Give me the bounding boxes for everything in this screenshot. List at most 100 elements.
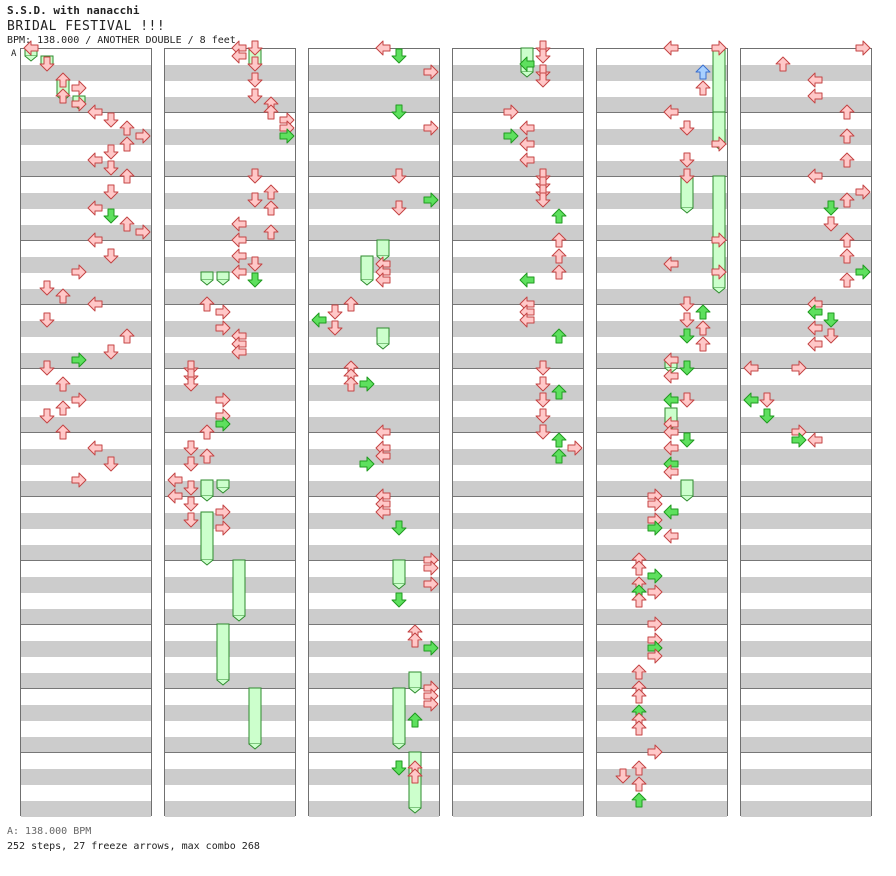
beat-stripe [21, 737, 151, 753]
bpm-marker: A [11, 49, 17, 59]
bpm-legend: A: 138.000 BPM [7, 826, 92, 837]
beat-stripe [309, 673, 439, 689]
beat-stripe [21, 129, 151, 145]
measure-line [21, 432, 151, 433]
beat-stripe [597, 801, 727, 817]
measure-line [165, 688, 295, 689]
beat-stripe [741, 513, 871, 529]
beat-stripe [309, 65, 439, 81]
beat-stripe [309, 257, 439, 273]
beat-stripe [309, 545, 439, 561]
beat-stripe [21, 65, 151, 81]
measure-line [453, 496, 583, 497]
beat-stripe [741, 609, 871, 625]
beat-stripe [453, 161, 583, 177]
measure-line [453, 304, 583, 305]
measure-line [309, 368, 439, 369]
beat-stripe [309, 417, 439, 433]
beat-stripe [597, 257, 727, 273]
beat-stripe [453, 801, 583, 817]
beat-stripe [453, 705, 583, 721]
beat-stripe [21, 193, 151, 209]
beat-stripe [741, 193, 871, 209]
beat-stripe [741, 449, 871, 465]
beat-stripe [741, 705, 871, 721]
beat-stripe [21, 449, 151, 465]
beat-stripe [165, 161, 295, 177]
beat-stripe [165, 417, 295, 433]
measure-line [597, 240, 727, 241]
beat-stripe [741, 769, 871, 785]
beat-stripe [309, 449, 439, 465]
measure-line [597, 496, 727, 497]
beat-stripe [741, 481, 871, 497]
measure-line [597, 560, 727, 561]
beat-stripe [597, 513, 727, 529]
measure-line [21, 368, 151, 369]
measure-line [597, 304, 727, 305]
measure-line [741, 240, 871, 241]
measure-line [165, 240, 295, 241]
beat-stripe [309, 353, 439, 369]
beat-stripe [165, 65, 295, 81]
beat-stripe [741, 417, 871, 433]
measure-line [597, 624, 727, 625]
measure-line [21, 304, 151, 305]
measure-line [309, 304, 439, 305]
beat-stripe [597, 65, 727, 81]
beat-stripe [165, 609, 295, 625]
beat-stripe [309, 641, 439, 657]
measure-line [309, 752, 439, 753]
measure-line [165, 624, 295, 625]
beat-stripe [453, 577, 583, 593]
beat-stripe [21, 673, 151, 689]
measure-line [597, 752, 727, 753]
measure-line [597, 112, 727, 113]
measure-line [453, 688, 583, 689]
beat-stripe [597, 673, 727, 689]
beat-stripe [165, 545, 295, 561]
beat-stripe [597, 545, 727, 561]
measure-line [597, 432, 727, 433]
beat-stripe [597, 289, 727, 305]
beat-stripe [165, 769, 295, 785]
measure-line [741, 304, 871, 305]
beat-stripe [21, 609, 151, 625]
beat-stripe [309, 705, 439, 721]
measure-line [309, 560, 439, 561]
beat-stripe [453, 257, 583, 273]
beat-stripe [309, 769, 439, 785]
beat-stripe [165, 449, 295, 465]
beat-stripe [453, 353, 583, 369]
beat-stripe [453, 449, 583, 465]
chart-column-1 [20, 48, 152, 817]
beat-stripe [309, 481, 439, 497]
measure-line [165, 176, 295, 177]
beat-stripe [165, 97, 295, 113]
beat-stripe [165, 193, 295, 209]
measure-line [165, 496, 295, 497]
measure-line [597, 176, 727, 177]
measure-line [165, 432, 295, 433]
beat-stripe [21, 705, 151, 721]
beat-stripe [309, 609, 439, 625]
beat-stripe [453, 321, 583, 337]
beat-stripe [741, 353, 871, 369]
beat-stripe [309, 801, 439, 817]
measure-line [21, 560, 151, 561]
measure-line [597, 368, 727, 369]
beat-stripe [741, 673, 871, 689]
beat-stripe [309, 129, 439, 145]
beat-stripe [453, 545, 583, 561]
beat-stripe [309, 513, 439, 529]
chart-stats: 252 steps, 27 freeze arrows, max combo 2… [7, 841, 260, 852]
measure-line [21, 496, 151, 497]
beat-stripe [741, 289, 871, 305]
measure-line [453, 432, 583, 433]
beat-stripe [597, 321, 727, 337]
beat-stripe [309, 193, 439, 209]
beat-stripe [21, 97, 151, 113]
beat-stripe [453, 65, 583, 81]
beat-stripe [309, 225, 439, 241]
measure-line [453, 752, 583, 753]
